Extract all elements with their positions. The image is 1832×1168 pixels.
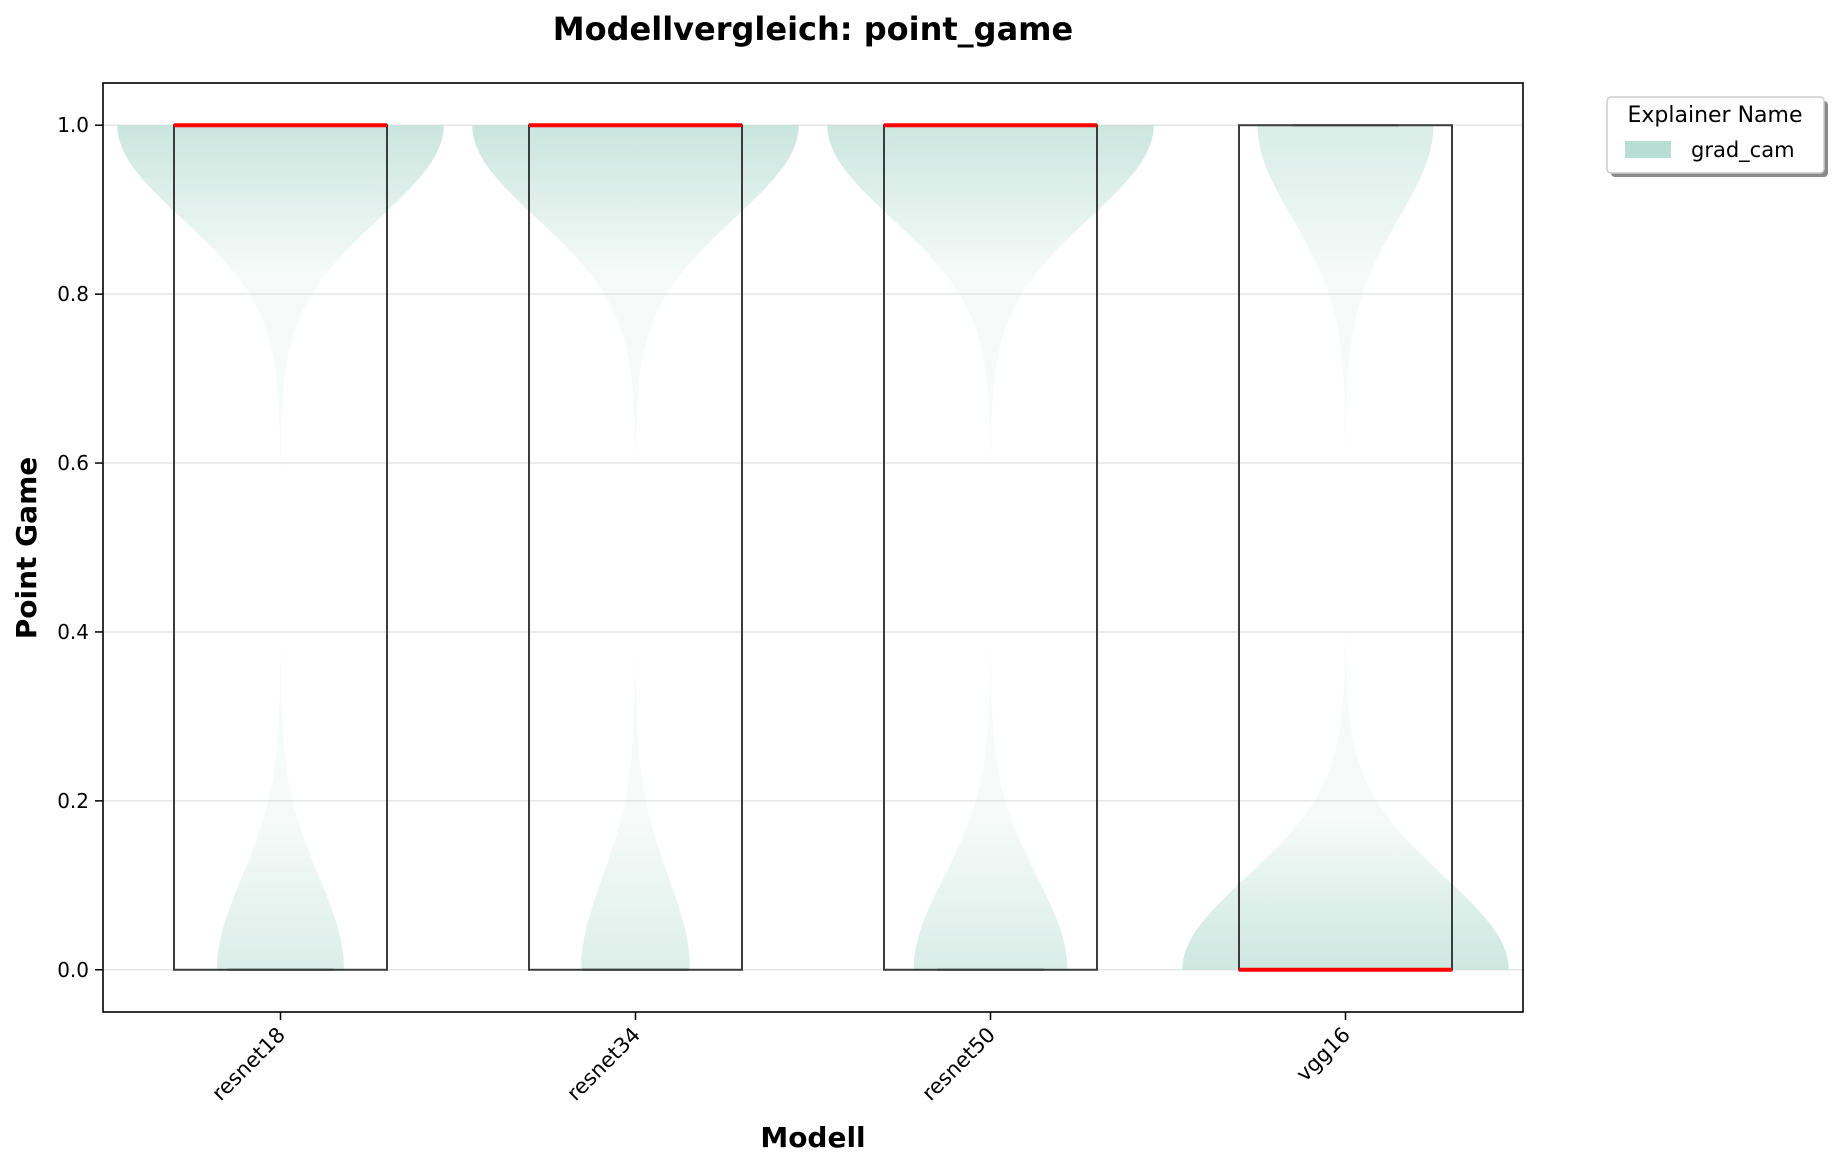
legend-entry-grad-cam: grad_cam [1691, 138, 1795, 163]
plot-area-frame [102, 82, 1524, 1013]
x-axis: resnet18 resnet34 resnet50 vgg16 [207, 1012, 1355, 1105]
violin-resnet18 [117, 125, 444, 970]
box-plots [173, 123, 1453, 972]
x-tick-label-vgg16: vgg16 [1292, 1023, 1356, 1087]
legend[interactable]: Explainer Name grad_cam [1606, 96, 1828, 177]
y-axis: 0.0 0.2 0.4 0.6 0.8 1.0 [57, 113, 103, 982]
violin-resnet34 [472, 125, 799, 970]
x-tick-label-resnet34: resnet34 [562, 1023, 645, 1106]
legend-swatch-grad-cam [1625, 141, 1671, 158]
legend-title: Explainer Name [1627, 103, 1802, 128]
y-tick-label: 0.6 [57, 451, 89, 475]
violin-shapes [117, 125, 1509, 970]
x-axis-label: Modell [760, 1121, 865, 1154]
x-tick-label-resnet50: resnet50 [917, 1023, 1000, 1106]
y-axis-label: Point Game [10, 457, 43, 639]
y-tick-label: 0.0 [57, 958, 89, 982]
y-tick-label: 1.0 [57, 113, 89, 137]
y-tick-label: 0.4 [57, 620, 89, 644]
violin-resnet50 [827, 125, 1154, 970]
y-tick-label: 0.8 [57, 282, 89, 306]
chart-title: Modellvergleich: point_game [553, 10, 1073, 48]
y-tick-label: 0.2 [57, 789, 89, 813]
violin-vgg16 [1182, 125, 1509, 970]
x-tick-label-resnet18: resnet18 [207, 1023, 290, 1106]
